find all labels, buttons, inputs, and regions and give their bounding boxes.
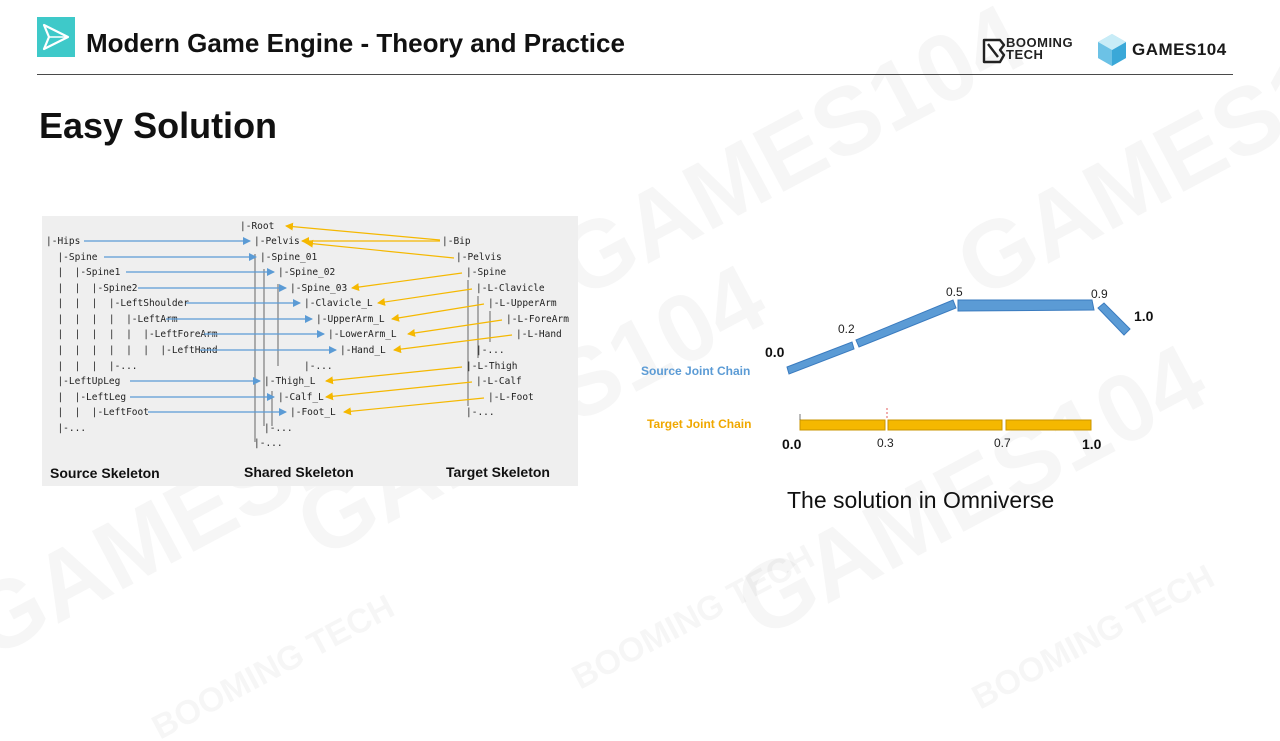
shared-joint: |-Clavicle_L (304, 298, 373, 309)
source-chain-segment (957, 299, 1095, 312)
target-joint: |-L-ForeArm (506, 314, 569, 325)
target-chain-segment (1005, 419, 1092, 431)
booming-tech-logo-text: BOOMING TECH (1006, 35, 1074, 62)
source-chain-label: Source Joint Chain (641, 364, 750, 378)
source-joint: |-Hips (46, 236, 80, 247)
target-joint: |-L-Foot (488, 392, 534, 403)
target-value-label: 0.7 (994, 436, 1011, 450)
target-joint: |-Bip (442, 236, 471, 247)
shared-joint: |-Foot_L (290, 407, 336, 418)
shared-joint: |-Spine_03 (290, 283, 347, 294)
target-mapping-arrows (285, 222, 513, 416)
source-joint: | | |-Spine2 (46, 283, 138, 294)
source-value-label: 0.0 (765, 344, 785, 360)
shared-joint: |-Root (240, 221, 274, 232)
target-value-label: 1.0 (1082, 436, 1102, 452)
shared-joint: |-Pelvis (254, 236, 300, 247)
source-skeleton-caption: Source Skeleton (50, 465, 160, 481)
shared-joint: |-Spine_02 (278, 267, 335, 278)
source-value-label: 0.2 (838, 322, 855, 336)
source-joint: |-LeftUpLeg (46, 376, 120, 387)
header-bar: Modern Game Engine - Theory and Practice… (0, 0, 1280, 76)
source-joint: | |-Spine1 (46, 267, 121, 278)
course-title: Modern Game Engine - Theory and Practice (86, 28, 625, 58)
source-skeleton-tree: |-Hips |-Spine | |-Spine1 | | |-Spine2 |… (46, 236, 218, 434)
target-joint: |-... (466, 407, 495, 418)
slide-title: Easy Solution (39, 105, 278, 146)
target-value-label: 0.3 (877, 436, 894, 450)
target-joint: |-L-Thigh (466, 361, 517, 372)
source-value-label: 0.5 (946, 285, 963, 299)
shared-skeleton-tree: |-Root |-Pelvis |-Spine_01 |-Spine_02 |-… (240, 221, 397, 449)
skeleton-mapping-svg: |-Hips |-Spine | |-Spine1 | | |-Spine2 |… (46, 221, 569, 481)
source-value-label: 0.9 (1091, 287, 1108, 301)
target-chain-segment (799, 419, 886, 431)
shared-joint: |-Spine_01 (260, 252, 317, 263)
shared-joint: |-Thigh_L (264, 376, 316, 387)
target-skeleton-caption: Target Skeleton (446, 464, 550, 480)
shared-joint: |-... (254, 438, 283, 449)
target-joint: |-... (476, 345, 505, 356)
games104-logo-text: GAMES104 (1132, 40, 1227, 59)
watermark-subtext: BOOMING TECH (146, 588, 401, 741)
skeleton-mapping-figure: |-Hips |-Spine | |-Spine1 | | |-Spine2 |… (42, 216, 578, 486)
target-chain-segment (887, 419, 1003, 431)
source-mapping-arrows (84, 237, 337, 416)
source-chain-segment (855, 299, 957, 348)
shared-joint: |-Calf_L (278, 392, 324, 403)
source-chain-segment (786, 341, 855, 375)
source-joint: | | | | |-LeftArm (46, 314, 178, 325)
source-joint: | | | |-... (46, 361, 138, 372)
source-joint-chain (786, 299, 1131, 375)
source-joint: | | |-LeftFoot (46, 407, 149, 418)
watermark-subtext: BOOMING TECH (966, 558, 1221, 717)
booming-tech-logo-icon (982, 38, 1006, 64)
source-chain-segment (1097, 302, 1131, 336)
target-joint: |-L-Clavicle (476, 283, 545, 294)
source-value-label: 1.0 (1134, 308, 1154, 324)
target-joint-chain (799, 419, 1092, 431)
target-skeleton-tree: |-Bip |-Pelvis |-Spine |-L-Clavicle |-L-… (442, 236, 569, 418)
target-chain-label: Target Joint Chain (647, 417, 751, 431)
games104-cube-icon (1098, 34, 1126, 66)
shared-joint: |-UpperArm_L (316, 314, 385, 325)
target-joint: |-L-UpperArm (488, 298, 557, 309)
shared-skeleton-caption: Shared Skeleton (244, 464, 354, 480)
source-joint: |-... (46, 423, 86, 434)
figure-caption: The solution in Omniverse (787, 487, 1055, 513)
target-joint: |-Spine (466, 267, 506, 278)
watermark-subtext: BOOMING TECH (566, 538, 821, 697)
shared-joint: |-Hand_L (340, 345, 386, 356)
shared-joint: |-... (264, 423, 293, 434)
joint-chain-diagram: 0.0 0.2 0.5 0.9 1.0 Source Joint Chain T… (641, 285, 1154, 452)
target-joint: |-Pelvis (456, 252, 502, 263)
source-joint: | | | |-LeftShoulder (46, 298, 189, 309)
source-joint: | | | | | | |-LeftHand (46, 345, 218, 356)
source-joint: | | | | | |-LeftForeArm (46, 329, 218, 340)
source-joint: | |-LeftLeg (46, 392, 126, 403)
target-joint: |-L-Hand (516, 329, 562, 340)
source-joint: |-Spine (46, 252, 98, 263)
target-value-label: 0.0 (782, 436, 802, 452)
shared-joint: |-... (304, 361, 333, 372)
shared-joint: |-LowerArm_L (328, 329, 397, 340)
paper-plane-logo-icon (37, 17, 75, 57)
target-joint: |-L-Calf (476, 376, 522, 387)
header-divider (37, 74, 1233, 75)
